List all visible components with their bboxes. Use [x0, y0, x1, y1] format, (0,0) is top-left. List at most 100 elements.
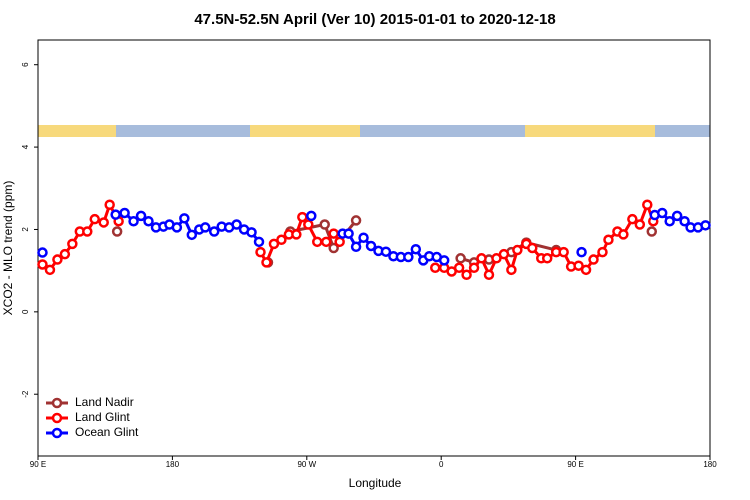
data-point: [98, 217, 109, 228]
data-point: [656, 207, 668, 219]
data-point: [527, 242, 538, 254]
data-point: [618, 229, 629, 240]
x-tick-label: 90 E: [567, 460, 583, 469]
data-point: [312, 236, 323, 248]
data-point: [403, 251, 414, 263]
data-point: [506, 264, 517, 276]
x-tick-label: 90 E: [30, 460, 46, 469]
data-point: [255, 246, 266, 258]
data-point: [37, 259, 48, 270]
plot-frame: [37, 39, 711, 457]
data-point: [297, 211, 308, 223]
data-point: [253, 236, 265, 248]
data-point: [231, 219, 242, 230]
data-point: [627, 213, 638, 225]
data-point: [498, 248, 510, 260]
data-point: [358, 232, 369, 243]
data-point: [110, 209, 121, 220]
data-point: [597, 246, 608, 258]
data-point: [438, 255, 450, 266]
legend-marker: [51, 427, 63, 439]
data-point: [306, 210, 317, 222]
data-point: [664, 215, 675, 227]
data-point: [603, 234, 614, 246]
data-point: [576, 246, 587, 258]
data-point: [119, 207, 130, 219]
data-point: [580, 264, 592, 276]
y-tick-label: 2: [21, 227, 30, 232]
data-point: [59, 248, 71, 260]
data-point: [671, 210, 683, 222]
data-point: [512, 244, 523, 256]
data-point: [343, 228, 354, 239]
data-point: [350, 215, 362, 226]
data-point: [328, 242, 339, 254]
data-point: [208, 226, 220, 237]
chart-title: 47.5N-52.5N April (Ver 10) 2015-01-01 to…: [194, 11, 555, 28]
legend-label: Land Nadir: [75, 395, 134, 409]
y-tick-label: 0: [21, 309, 30, 314]
data-point: [588, 254, 599, 265]
y-tick-label: 4: [21, 144, 30, 149]
data-point: [104, 199, 115, 211]
data-point: [700, 220, 711, 231]
land-strip: [38, 125, 116, 137]
data-point: [558, 246, 569, 258]
series: [37, 199, 659, 281]
data-point: [246, 227, 257, 238]
data-point: [461, 269, 472, 281]
data-point: [646, 226, 658, 237]
data-point: [350, 241, 362, 253]
data-point: [468, 262, 480, 274]
data-point: [303, 219, 314, 230]
y-axis-label: XCO2 - MLO trend (ppm): [1, 181, 15, 316]
data-point: [319, 219, 330, 230]
data-point: [483, 269, 495, 281]
legend-marker: [51, 412, 63, 424]
data-point: [52, 254, 63, 265]
x-tick-label: 180: [166, 460, 180, 469]
data-point: [200, 222, 211, 233]
data-point: [491, 253, 502, 264]
data-point: [573, 260, 584, 271]
y-tick-label: 6: [21, 62, 30, 67]
x-tick-label: 90 W: [297, 460, 316, 469]
x-tick-label: 180: [703, 460, 717, 469]
data-point: [291, 229, 302, 240]
data-point: [44, 264, 56, 276]
data-point: [365, 240, 377, 252]
data-point: [135, 210, 147, 222]
data-point: [186, 229, 198, 241]
data-point: [380, 246, 392, 257]
legend-label: Land Glint: [75, 410, 130, 424]
legend-label: Ocean Glint: [75, 425, 139, 439]
y-tick-label: -2: [21, 390, 30, 398]
data-point: [261, 257, 272, 268]
land-strip: [250, 125, 360, 137]
data-point: [89, 213, 100, 225]
data-point: [642, 199, 653, 211]
data-point: [276, 234, 287, 246]
data-point: [179, 213, 190, 224]
data-point: [328, 228, 339, 239]
data-point: [429, 262, 441, 274]
data-point: [679, 215, 690, 227]
data-point: [453, 262, 465, 274]
data-point: [67, 238, 78, 250]
data-point: [111, 226, 123, 237]
data-point: [320, 236, 332, 248]
data-point: [171, 222, 183, 233]
data-point: [82, 226, 93, 237]
legend-marker: [51, 397, 63, 409]
land-strip: [525, 125, 655, 137]
data-point: [634, 219, 646, 230]
data-point: [541, 253, 553, 264]
map-strip: [38, 125, 710, 137]
data-point: [455, 253, 466, 264]
data-point: [37, 247, 48, 258]
data-point: [476, 253, 487, 264]
data-point: [334, 236, 345, 248]
data-point: [268, 238, 280, 250]
series: [37, 207, 711, 266]
